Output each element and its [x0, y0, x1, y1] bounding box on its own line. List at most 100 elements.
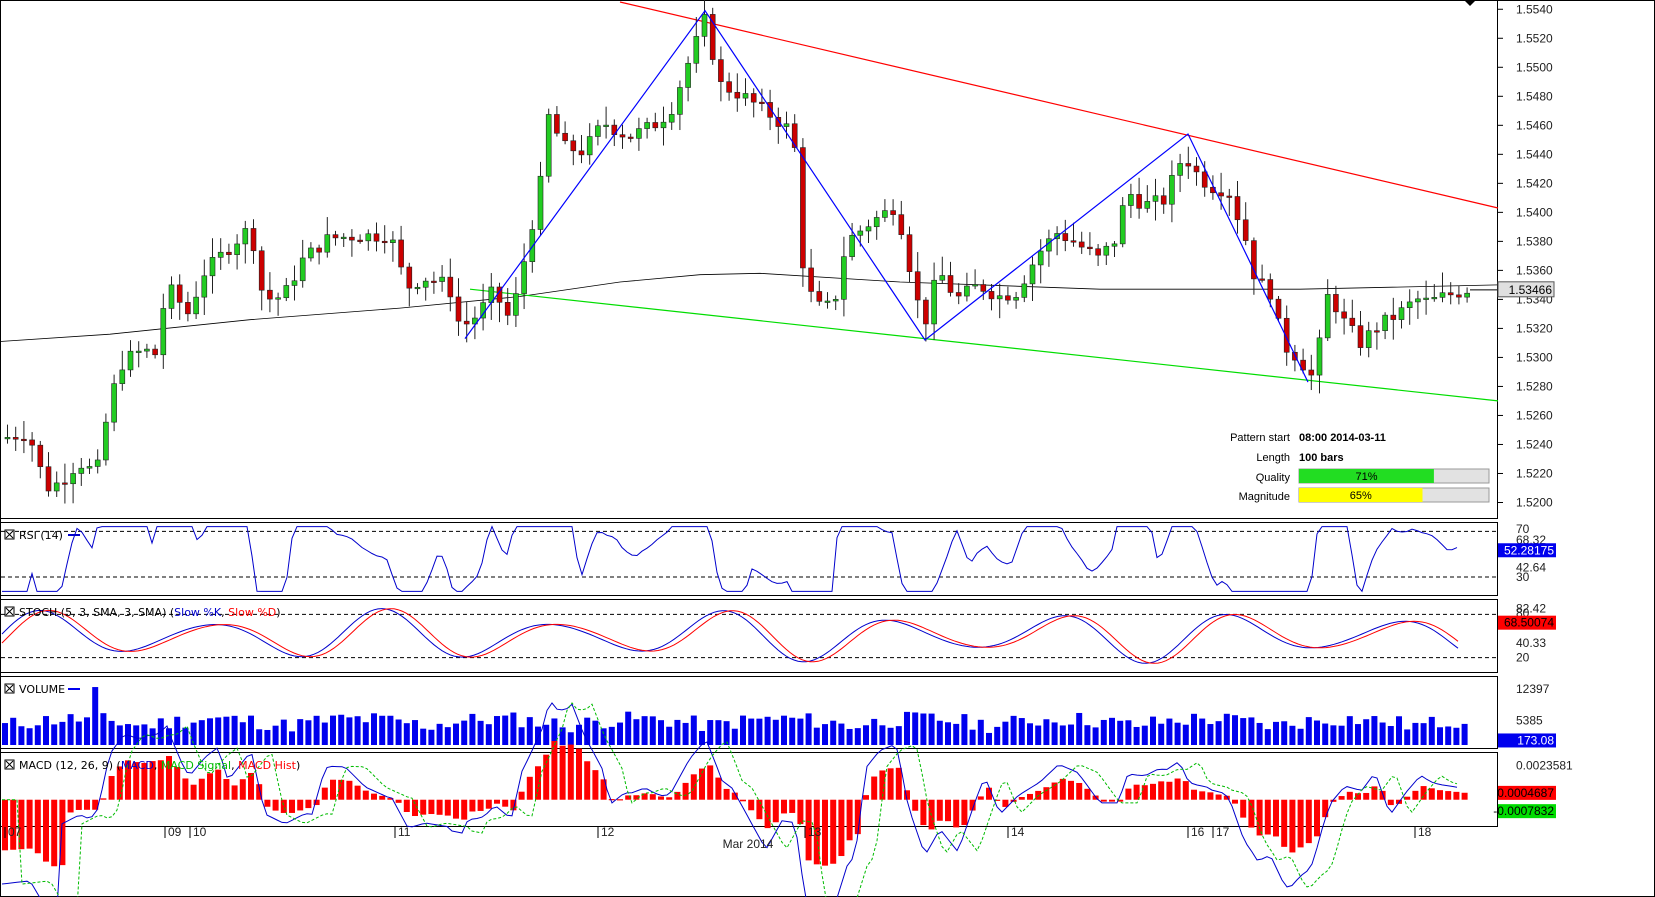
volume-bar: [1305, 717, 1312, 745]
macd-hist-bar: [1314, 799, 1320, 837]
candle-bear: [1349, 317, 1356, 326]
macd-hist-bar: [2, 799, 8, 851]
candle-bear: [775, 116, 782, 127]
volume-bar: [641, 716, 648, 745]
macd-hist-bar: [1428, 788, 1435, 800]
candle-bull: [603, 124, 609, 127]
volume-bar: [477, 720, 484, 745]
candle-bull: [1431, 297, 1438, 300]
macd-hist-bar: [674, 791, 681, 800]
volume-bar: [1215, 721, 1222, 745]
volume-bar: [198, 720, 205, 745]
macd-hist-bar: [600, 779, 607, 800]
macd-hist-bar: [215, 769, 222, 800]
volume-bar: [182, 727, 189, 745]
macd-hist-bar: [731, 792, 738, 800]
macd-signal-line: [2, 702, 1458, 897]
price-tick-label: 1.5460: [1516, 118, 1553, 132]
macd-hist-bar: [682, 782, 689, 800]
candle-bull: [521, 261, 527, 294]
candle-bull: [53, 482, 60, 492]
rsi-title: RSI (14): [4, 529, 80, 542]
macd-hist-bar: [141, 762, 148, 800]
macd-hist-bar: [231, 785, 238, 800]
candle-bull: [873, 217, 880, 228]
candle-bull: [422, 280, 429, 288]
candle-bear: [1374, 330, 1380, 333]
candle-bear: [316, 247, 322, 253]
candle-bull: [365, 233, 372, 242]
candle-bull: [1103, 245, 1110, 256]
macd-hist-bar: [1109, 799, 1115, 802]
volume-bar: [1084, 725, 1091, 745]
volume-bar: [207, 718, 213, 745]
volume-bar: [330, 715, 336, 745]
candle-bear: [406, 266, 413, 289]
scroll-arrow-icon[interactable]: [1464, 0, 1476, 6]
price-tick-label: 1.5400: [1516, 205, 1553, 219]
volume-bar: [518, 727, 525, 745]
macd-hist-bar: [994, 799, 1001, 801]
candle-bear: [37, 444, 44, 468]
price-tick-label: 1.5260: [1516, 408, 1553, 422]
svg-text:MACD (12, 26, 9) (MACD, MACD S: MACD (12, 26, 9) (MACD, MACD Signal, MAC…: [19, 759, 300, 772]
volume-bar: [100, 713, 107, 745]
macd-hist-bar: [1371, 786, 1378, 800]
x-tick-label: 14: [1011, 825, 1025, 839]
candle-bear: [611, 124, 618, 135]
macd-hist-bar: [912, 799, 919, 811]
volume-bar: [1059, 725, 1066, 745]
volume-bar: [756, 718, 763, 745]
candle-bull: [1316, 337, 1323, 376]
price-tick-label: 1.5360: [1516, 263, 1553, 277]
volume-bar: [953, 723, 960, 745]
macd-hist-current-value-tag: [1498, 785, 1556, 800]
macd-hist-bar: [543, 754, 550, 800]
macd-tick-label: 0.0023581: [1516, 758, 1573, 772]
candle-bull: [135, 350, 142, 353]
candle-bull: [1029, 264, 1036, 285]
candle-bear: [1226, 195, 1233, 198]
macd-hist-bar: [813, 799, 820, 865]
macd-hist-bar: [584, 761, 591, 800]
volume-bar: [280, 719, 287, 745]
price-tick-label: 1.5520: [1516, 31, 1553, 45]
candle-bear: [759, 101, 765, 104]
volume-current-value: 173.08: [1517, 733, 1554, 747]
macd-signal-current-value: -0.0007832: [1493, 804, 1554, 818]
candle-bear: [1300, 359, 1306, 371]
volume-bar: [231, 715, 238, 745]
volume-bar: [26, 728, 33, 745]
volume-bar: [1068, 724, 1074, 745]
volume-bar: [84, 717, 90, 745]
volume-bar: [321, 722, 328, 745]
macd-signal-label: MACD Signal: [161, 759, 231, 772]
candle-bull: [693, 36, 700, 64]
candle-bull: [299, 257, 306, 282]
volume-bar: [674, 719, 681, 745]
volume-bar: [403, 723, 410, 745]
candle-bear: [504, 302, 511, 316]
macd-hist-bar: [945, 799, 951, 822]
macd-hist-bar: [477, 799, 484, 811]
price-tick-label: 1.5380: [1516, 234, 1553, 248]
volume-bar: [141, 724, 148, 745]
volume-bar: [125, 724, 131, 745]
candles: [4, 0, 1470, 504]
macd-hist-bar: [789, 799, 796, 813]
macd-hist-current-value: 0.0004687: [1497, 786, 1554, 800]
candle-bear: [791, 123, 798, 148]
volume-bar: [805, 713, 812, 745]
macd-hist-bar: [84, 799, 90, 810]
candle-bear: [373, 233, 380, 242]
volume-bar: [1461, 723, 1468, 745]
macd-hist-bar: [1191, 789, 1197, 800]
macd-hist-bar: [59, 799, 66, 866]
volume-panel: [0, 676, 1498, 749]
candle-bear: [1341, 311, 1347, 319]
macd-hist-bar: [617, 799, 623, 801]
volume-bar: [1289, 725, 1296, 745]
candle-bull: [644, 122, 650, 129]
price-axis: 1.5540 1.5520 1.5500 1.5480 1.5460 1.5440 1.54…: [1470, 2, 1555, 509]
macd-hist-bar: [1248, 799, 1255, 828]
